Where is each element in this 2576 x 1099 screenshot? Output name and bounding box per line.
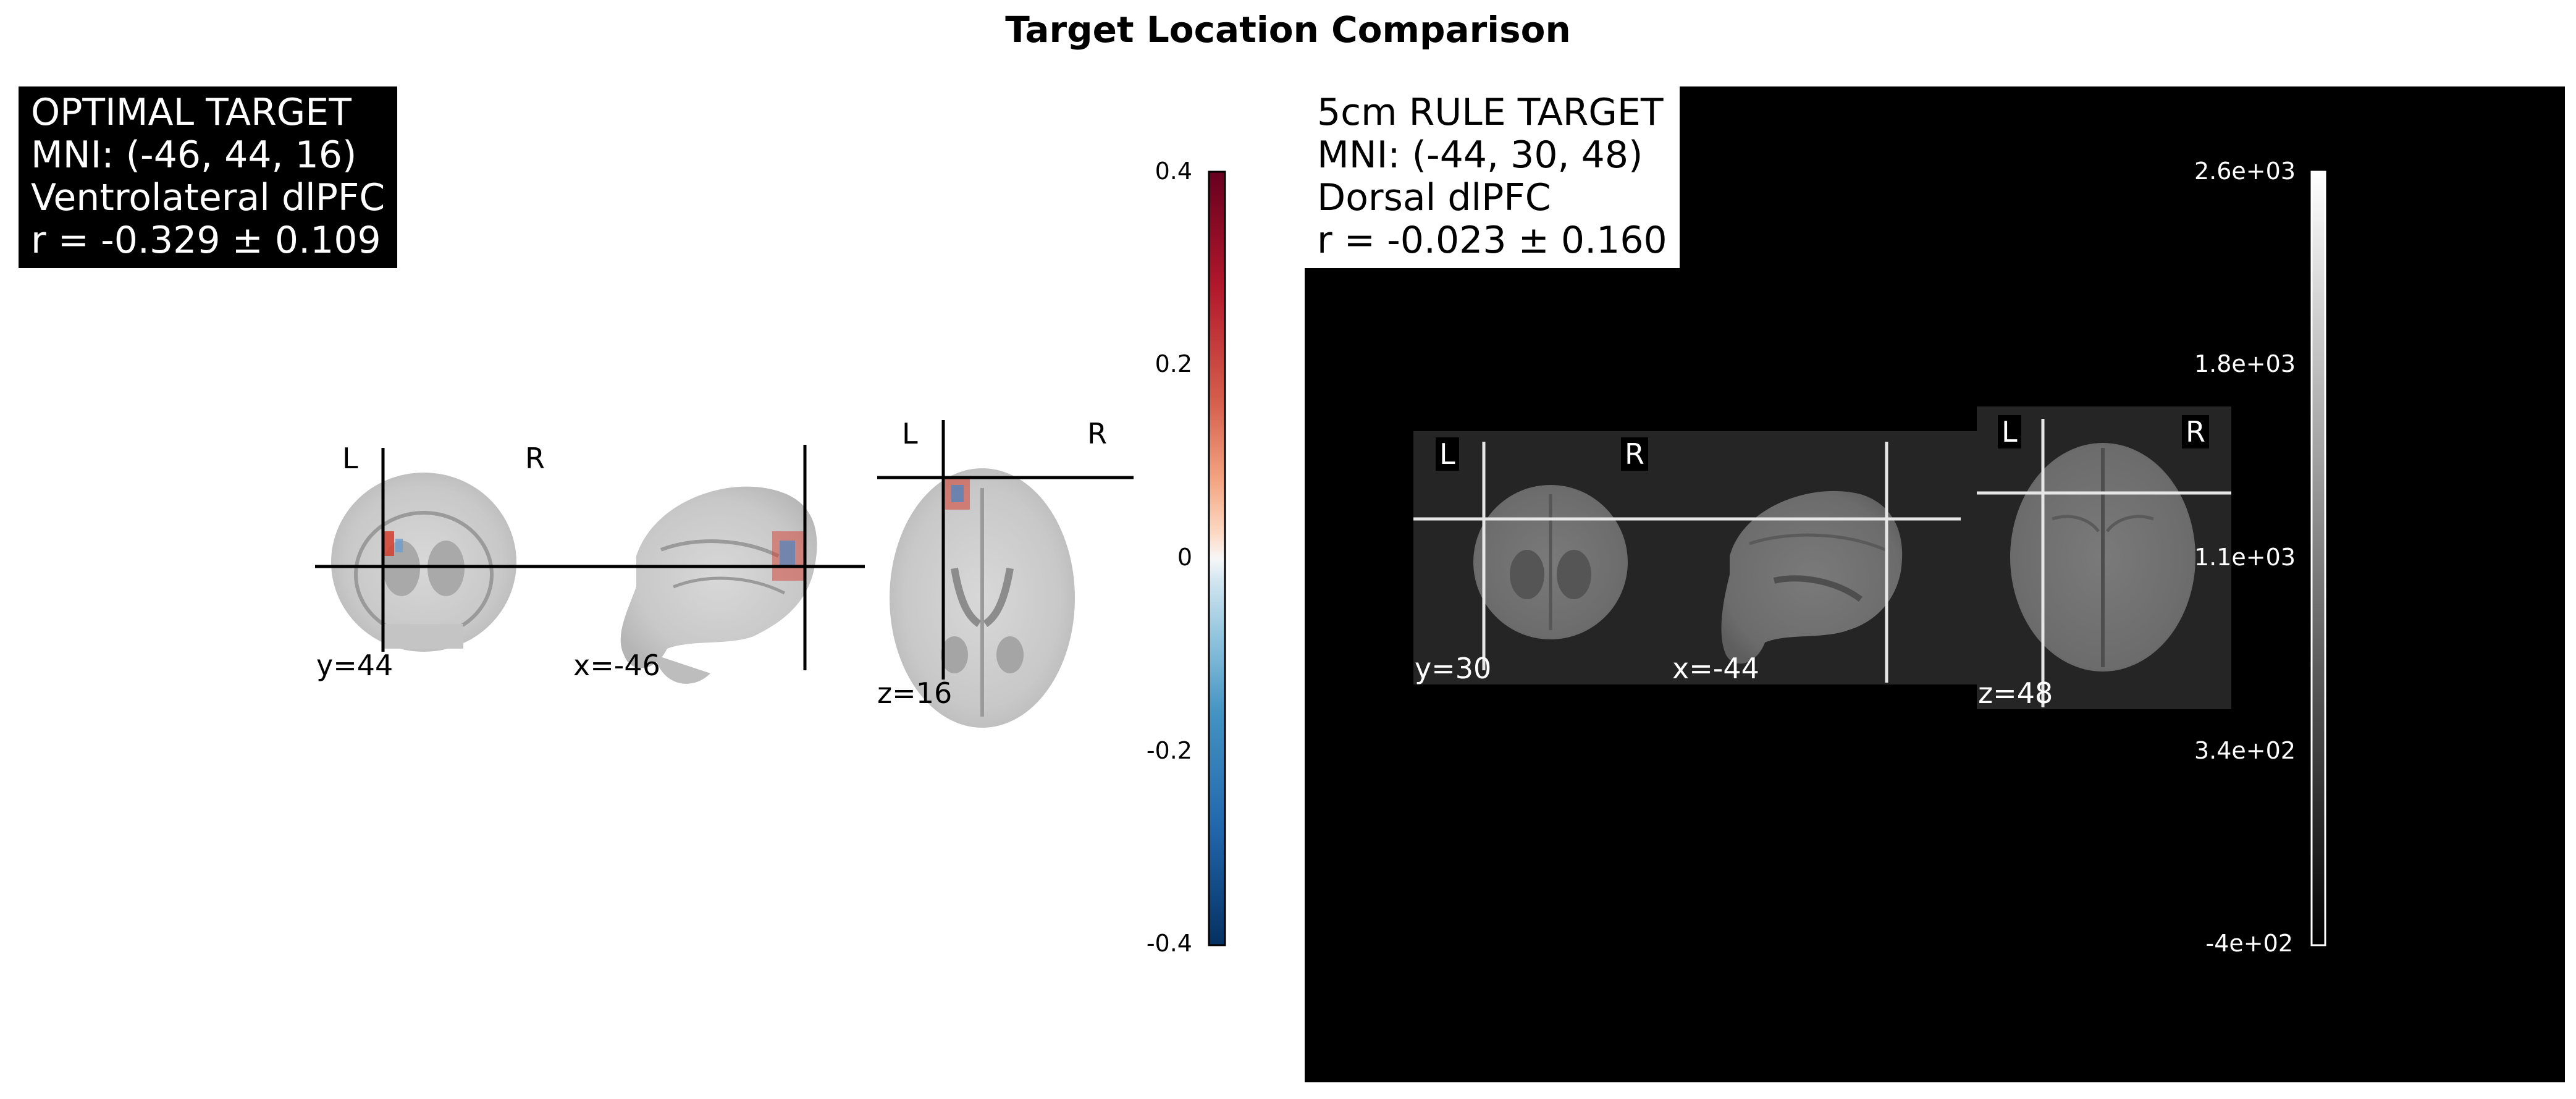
rule-colorbar-tick-5: -4e+02 bbox=[2205, 930, 2293, 957]
rule-colorbar-tick-2: 1.8e+03 bbox=[2194, 350, 2296, 377]
optimal-sagittal-coord: x=-46 bbox=[573, 649, 660, 682]
optimal-info-line-4: r = -0.329 ± 0.109 bbox=[31, 219, 381, 262]
figure-title: Target Location Comparison bbox=[1005, 9, 1571, 51]
optimal-brain-slices bbox=[315, 171, 1226, 946]
rule-sagittal-slice bbox=[1721, 491, 1903, 664]
rule-info-line-4: r = -0.023 ± 0.160 bbox=[1317, 219, 1667, 262]
rule-info-line-2: MNI: (-44, 30, 48) bbox=[1317, 133, 1643, 177]
rule-coronal-left-label: L bbox=[1436, 437, 1459, 471]
rule-axial-coord: z=48 bbox=[1978, 676, 2053, 710]
rule-colorbar-tick-1: 2.6e+03 bbox=[2194, 158, 2296, 185]
optimal-sagittal-slice bbox=[620, 486, 817, 684]
optimal-target-panel: OPTIMAL TARGET MNI: (-46, 44, 16) Ventro… bbox=[0, 80, 1285, 1099]
optimal-colorbar-tick-2: 0.2 bbox=[1155, 350, 1192, 377]
rule-coronal-coord: y=30 bbox=[1415, 652, 1492, 685]
rule-info-line-1: 5cm RULE TARGET bbox=[1317, 91, 1664, 134]
optimal-colorbar bbox=[1208, 171, 1226, 946]
rule-coronal-right-label: R bbox=[1621, 437, 1648, 471]
rule-coronal-slice bbox=[1473, 485, 1628, 639]
optimal-axial-right-label: R bbox=[1087, 417, 1107, 450]
optimal-coronal-coord: y=44 bbox=[316, 649, 394, 682]
rule-colorbar bbox=[2310, 171, 2326, 946]
rule-colorbar-tick-3: 1.1e+03 bbox=[2194, 544, 2296, 571]
rule-target-panel: 5cm RULE TARGET MNI: (-44, 30, 48) Dorsa… bbox=[1305, 86, 2565, 1082]
rule-brain-slices bbox=[1413, 171, 2326, 946]
optimal-colorbar-tick-5: -0.4 bbox=[1146, 930, 1192, 957]
optimal-info-line-2: MNI: (-46, 44, 16) bbox=[31, 133, 357, 177]
rule-colorbar-tick-4: 3.4e+02 bbox=[2194, 737, 2296, 764]
optimal-colorbar-tick-4: -0.2 bbox=[1146, 737, 1192, 764]
optimal-axial-coord: z=16 bbox=[877, 676, 953, 710]
rule-axial-right-label: R bbox=[2182, 415, 2209, 448]
optimal-coronal-left-label: L bbox=[342, 442, 358, 475]
rule-axial-slice bbox=[2010, 443, 2195, 672]
optimal-axial-slice bbox=[890, 468, 1075, 728]
optimal-colorbar-tick-3: 0 bbox=[1177, 544, 1192, 571]
optimal-coronal-right-label: R bbox=[525, 442, 545, 475]
optimal-axial-left-label: L bbox=[902, 417, 918, 450]
optimal-info-box: OPTIMAL TARGET MNI: (-46, 44, 16) Ventro… bbox=[19, 86, 398, 268]
optimal-info-line-1: OPTIMAL TARGET bbox=[31, 91, 351, 134]
rule-sagittal-coord: x=-44 bbox=[1672, 652, 1759, 685]
optimal-coronal-slice bbox=[331, 473, 516, 652]
optimal-colorbar-tick-1: 0.4 bbox=[1155, 158, 1192, 185]
rule-info-box: 5cm RULE TARGET MNI: (-44, 30, 48) Dorsa… bbox=[1305, 86, 1680, 268]
rule-info-line-3: Dorsal dlPFC bbox=[1317, 176, 1551, 219]
rule-axial-left-label: L bbox=[1998, 415, 2021, 448]
optimal-info-line-3: Ventrolateral dlPFC bbox=[31, 176, 385, 219]
